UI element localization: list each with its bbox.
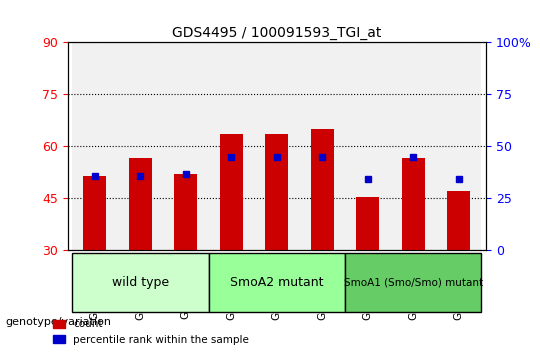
- FancyBboxPatch shape: [72, 253, 208, 312]
- Bar: [220, 134, 242, 250]
- Bar: [83, 176, 106, 250]
- Bar: [118, 42, 163, 250]
- Text: SmoA2 mutant: SmoA2 mutant: [230, 276, 323, 289]
- Bar: [208, 42, 254, 250]
- Bar: [129, 159, 152, 250]
- Bar: [356, 196, 379, 250]
- Bar: [390, 42, 436, 250]
- Title: GDS4495 / 100091593_TGI_at: GDS4495 / 100091593_TGI_at: [172, 26, 381, 40]
- Bar: [436, 42, 482, 250]
- Bar: [300, 42, 345, 250]
- Bar: [447, 191, 470, 250]
- Text: wild type: wild type: [112, 276, 169, 289]
- Bar: [254, 42, 300, 250]
- Bar: [311, 129, 334, 250]
- Bar: [402, 159, 424, 250]
- Text: SmoA1 (Smo/Smo) mutant: SmoA1 (Smo/Smo) mutant: [343, 278, 483, 287]
- Bar: [174, 174, 197, 250]
- Bar: [345, 42, 390, 250]
- Legend: count, percentile rank within the sample: count, percentile rank within the sample: [49, 315, 253, 349]
- Bar: [265, 134, 288, 250]
- FancyBboxPatch shape: [208, 253, 345, 312]
- Bar: [72, 42, 118, 250]
- Text: genotype/variation: genotype/variation: [5, 317, 111, 327]
- Bar: [163, 42, 208, 250]
- FancyBboxPatch shape: [345, 253, 482, 312]
